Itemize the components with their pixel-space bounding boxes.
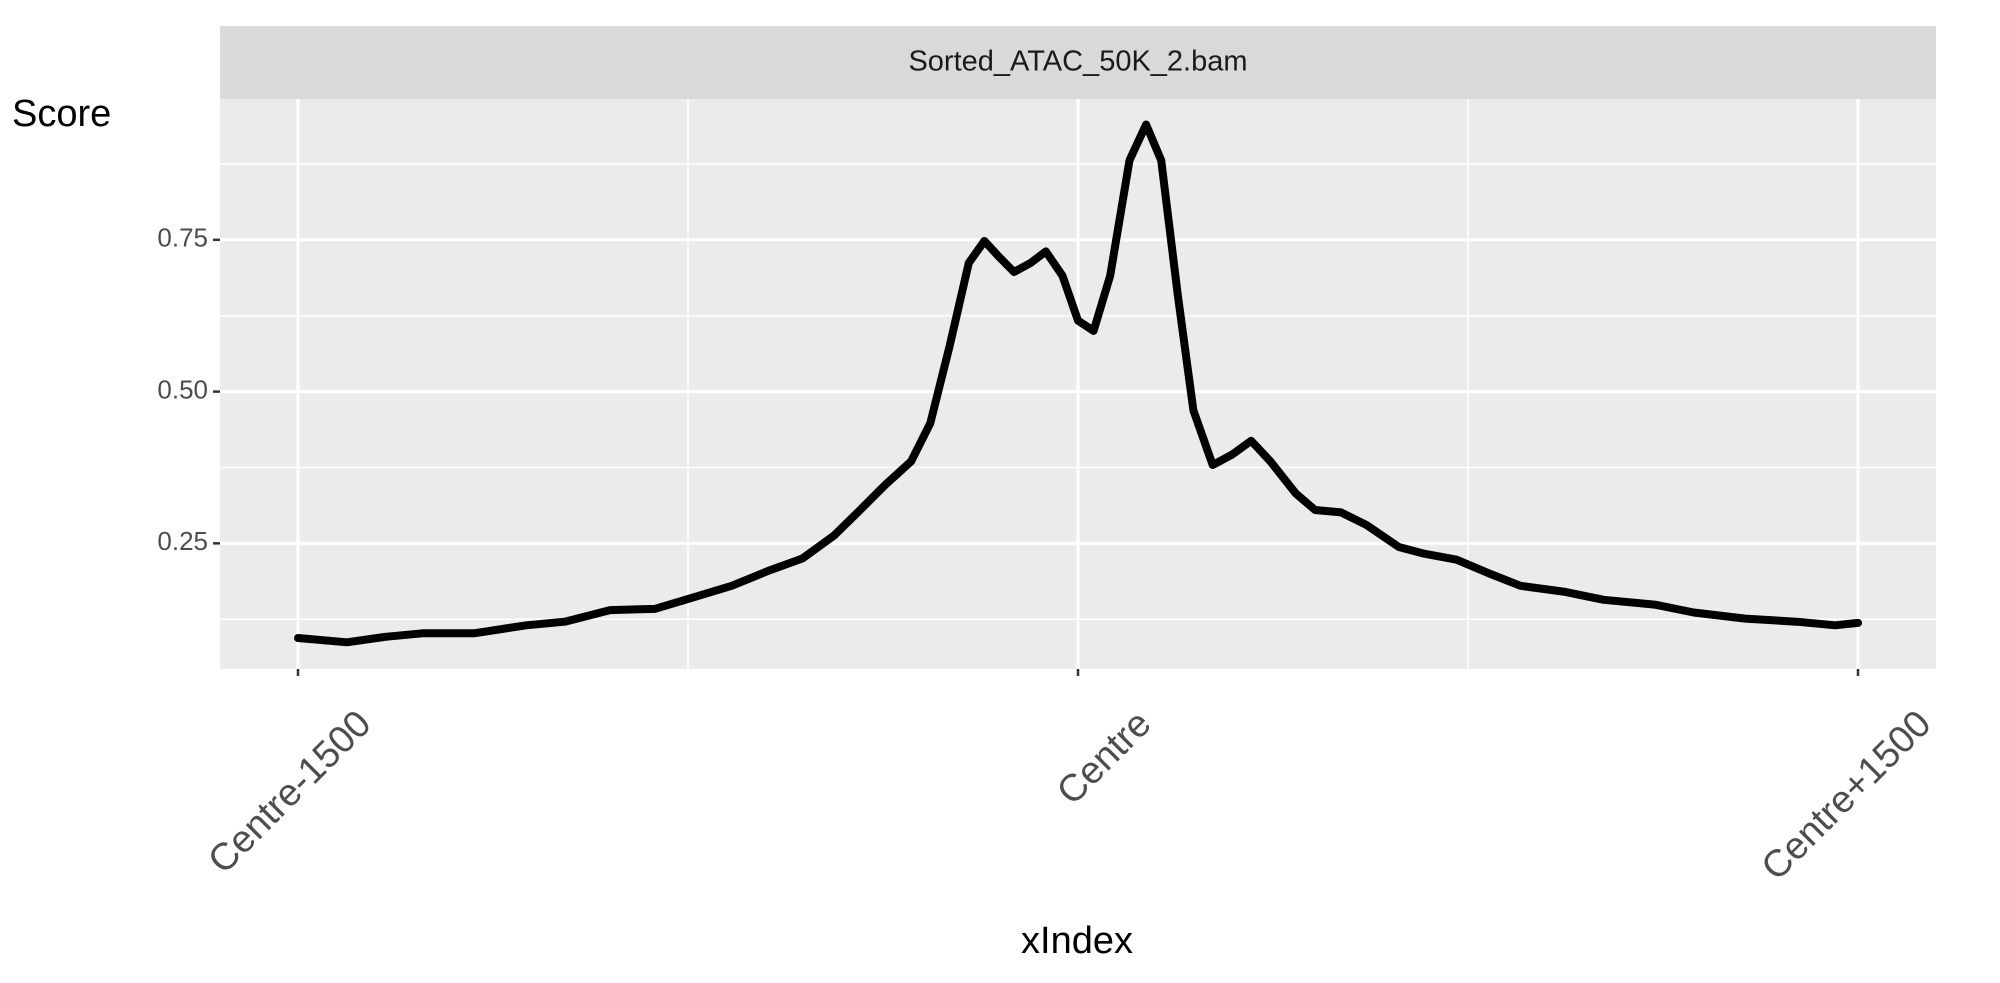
x-axis-label: xIndex [1021,920,1133,962]
strip [220,26,1936,99]
line [294,120,1862,647]
x-tick-label: Centre-1500 [200,703,379,882]
y-tick-label: 0.75 [157,223,208,253]
x-tick-label: Centre [1049,703,1159,813]
x-tick-label: Centre+1500 [1754,703,1940,889]
y-tick-label: 0.50 [157,374,208,404]
panel-title: Sorted_ATAC_50K_2.bam [908,46,1247,78]
y-axis-label: Score [12,93,111,135]
y-tick-label: 0.25 [157,526,208,556]
